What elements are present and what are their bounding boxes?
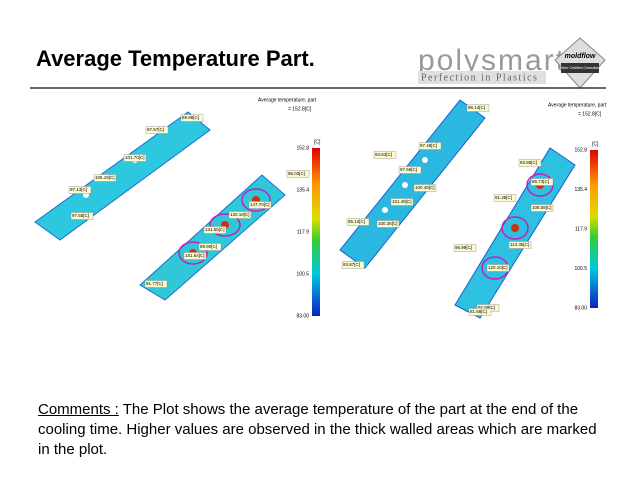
label-box	[376, 220, 400, 228]
part	[139, 174, 286, 301]
label-box	[468, 308, 492, 316]
color-scale	[312, 148, 320, 316]
temperature-label: 92.89[C]	[478, 305, 495, 310]
temperature-label: 131.55[C]	[205, 227, 225, 232]
label-box	[145, 126, 169, 134]
temperature-label: 89.88[C]	[182, 115, 199, 120]
logo-tagline: Perfection in Plastics	[421, 72, 538, 83]
label-box	[413, 184, 437, 192]
legend-max: = 152.8[C]	[288, 106, 312, 112]
part	[454, 147, 576, 319]
comments: Comments : The Plot shows the average te…	[38, 400, 608, 460]
temperature-label: 89.90[C]	[200, 244, 217, 249]
temperature-label: 120.10[C]	[488, 265, 508, 270]
temperature-label: 91.77[C]	[146, 281, 163, 286]
temperature-label: 97.13[C]	[70, 187, 87, 192]
temperature-label: 97.48[C]	[420, 143, 437, 148]
label-box	[398, 166, 422, 174]
temperature-label: 93.88[C]	[520, 160, 537, 165]
scale-label: 100.5	[574, 266, 587, 272]
label-box	[453, 244, 477, 252]
badge-brand: moldflow	[565, 53, 596, 60]
label-box	[68, 186, 92, 194]
label-box	[70, 212, 94, 220]
scale-label: 117.9	[575, 226, 587, 232]
temperature-label: 81.68[C]	[470, 309, 487, 314]
label-box	[466, 104, 490, 112]
temperature-label: 97.55[C]	[72, 213, 89, 218]
temperature-label: 97.57[C]	[147, 127, 164, 132]
scale-label: 117.9	[297, 229, 309, 235]
temperature-label: 108.58[C]	[532, 205, 552, 210]
temperature-label: 151.64[C]	[185, 253, 205, 258]
label-box	[341, 261, 365, 269]
temperature-label: 93.87[C]	[343, 262, 360, 267]
label-box	[93, 174, 117, 182]
label-box	[486, 264, 510, 272]
hot-spot-marks	[178, 173, 554, 280]
temperature-label: 95.12[C]	[348, 219, 365, 224]
temperature-label: 101.70[C]	[125, 155, 145, 160]
temperature-label: 96.14[C]	[468, 105, 485, 110]
badge-band	[561, 63, 599, 73]
temperature-label: 97.66[C]	[400, 167, 417, 172]
label-box	[203, 226, 227, 234]
slide-title: Average Temperature Part.	[36, 46, 315, 71]
color-scale	[590, 150, 598, 308]
legend-title: Average temperature, part	[548, 102, 607, 108]
part	[339, 99, 486, 269]
temperature-label: 100.36[C]	[378, 221, 398, 226]
temperature-label: 100.48[C]	[415, 185, 435, 190]
legend-max: = 152.8[C]	[578, 111, 602, 117]
legend-unit: [C]	[592, 141, 599, 147]
temperature-label: 86.73[C]	[532, 179, 549, 184]
temperature-label: 91.38[C]	[495, 195, 512, 200]
label-box	[346, 218, 370, 226]
comments-lead: Comments :	[38, 401, 119, 418]
comments-text: The Plot shows the average temperature o…	[38, 401, 597, 458]
label-box	[123, 154, 147, 162]
label-box	[530, 178, 554, 186]
temperature-label: 113.36[C]	[510, 242, 529, 247]
scale-label: 152.8	[574, 147, 587, 153]
scale-label: 83.00	[574, 305, 587, 311]
label-box	[228, 211, 252, 219]
label-box	[518, 159, 542, 167]
label-box	[183, 252, 207, 260]
label-box	[373, 151, 397, 159]
label-box	[144, 280, 168, 288]
scale-label: 135.4	[574, 187, 587, 193]
part-models	[34, 99, 576, 319]
label-box	[418, 142, 442, 150]
scale-label: 135.4	[296, 187, 309, 193]
temperature-label: 106.19[C]	[95, 175, 115, 180]
temperature-label: 93.63[C]	[375, 152, 392, 157]
label-box	[390, 198, 414, 206]
legend-unit: [C]	[314, 139, 321, 145]
badge-text: Silver Certified Consultant	[560, 66, 600, 70]
part	[34, 111, 211, 241]
label-box	[286, 170, 310, 178]
label-box	[198, 243, 222, 251]
label-box	[493, 194, 517, 202]
tagline-bg	[418, 71, 546, 84]
scale-label: 100.5	[296, 271, 309, 277]
temperature-label: 130.18[C]	[230, 212, 250, 217]
label-box	[180, 114, 204, 122]
label-box	[530, 204, 554, 212]
temperature-label: 147.70[C]	[250, 202, 270, 207]
scale-label: 83.00	[296, 313, 309, 319]
temperature-label: 101.48[C]	[392, 199, 412, 204]
label-box	[508, 241, 532, 249]
legend-title: Average temperature, part	[258, 97, 317, 103]
label-box	[248, 201, 272, 209]
temperature-label: 96.03[C]	[288, 171, 305, 176]
scale-label: 152.8	[296, 145, 309, 151]
temperature-label: 96.99[C]	[455, 245, 472, 250]
